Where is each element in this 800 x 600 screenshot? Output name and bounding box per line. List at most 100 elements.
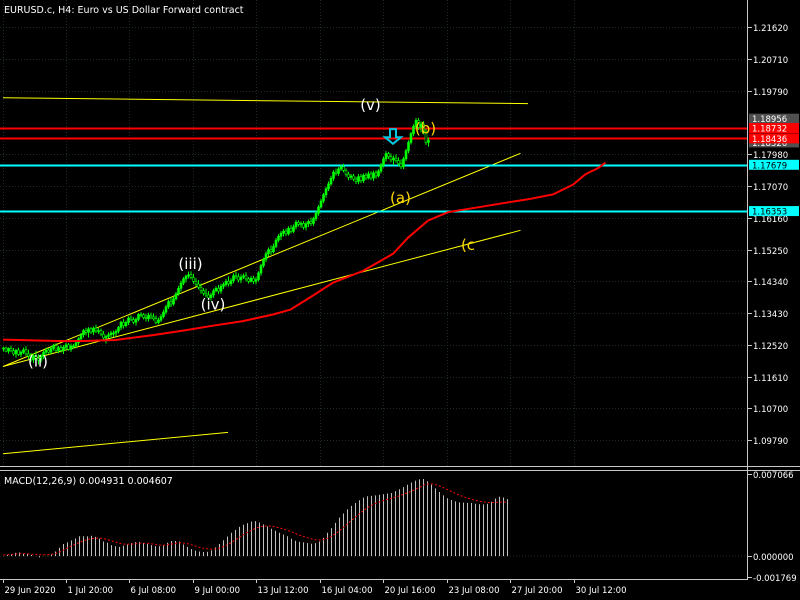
price-tick-label: 1.19790 (753, 88, 788, 98)
candle (147, 312, 150, 322)
bear-candle-body (417, 120, 420, 128)
candle (49, 345, 53, 355)
candle (174, 291, 178, 301)
bull-candle-body (349, 175, 353, 178)
bull-candle-body (184, 275, 188, 280)
bear-candle-body (227, 281, 230, 285)
candle (289, 225, 293, 234)
bull-candle-body (317, 206, 320, 214)
bull-candle-body (137, 314, 140, 320)
candle (267, 247, 270, 257)
candle (342, 163, 345, 173)
candle (34, 350, 38, 362)
bull-candle-body (362, 174, 365, 182)
candle (397, 157, 400, 167)
bear-candle-body (29, 355, 33, 361)
candle (364, 172, 368, 181)
candle (199, 283, 203, 294)
candle (139, 312, 143, 318)
bull-candle-body (39, 356, 43, 361)
price-axis[interactable]: 1.21620 1.20710 1.19790 1.17980 1.17070 1.161… (748, 24, 788, 447)
price-tick-label: 1.16160 (753, 215, 788, 225)
bull-candle-body (372, 172, 375, 179)
bull-candle-body (224, 281, 228, 285)
candle (417, 117, 420, 130)
bear-candle-body (99, 330, 103, 335)
bull-candle-body (384, 153, 388, 160)
bear-candle-body (234, 275, 238, 278)
wave-label: (ii) (28, 353, 48, 371)
bear-candle-body (54, 345, 58, 351)
bull-candle-body (214, 288, 218, 292)
bull-candle-body (74, 342, 78, 347)
bull-candle-body (19, 351, 23, 355)
bear-candle-body (152, 316, 155, 319)
bull-candle-body (2, 347, 5, 350)
candle (29, 352, 33, 362)
bear-candle-body (59, 347, 63, 351)
candle (294, 219, 298, 230)
candle (287, 226, 290, 236)
time-tick-label: 20 Jul 16:00 (385, 586, 436, 596)
candle (272, 243, 275, 254)
candle (334, 168, 338, 176)
candle (264, 251, 268, 263)
bull-candle-body (312, 218, 315, 224)
candle (409, 131, 413, 145)
candle (324, 186, 328, 198)
candle (22, 347, 25, 354)
bull-candle-body (182, 278, 185, 284)
bear-candle-body (122, 321, 125, 326)
candle (384, 151, 388, 162)
candle (319, 198, 323, 209)
bull-candle-body (324, 188, 328, 196)
candle (249, 276, 253, 283)
bull-candle-body (109, 332, 113, 336)
bull-candle-body (162, 311, 165, 317)
trend-line (2, 97, 529, 105)
candle (422, 121, 425, 135)
bear-candle-body (422, 123, 425, 133)
candle (69, 343, 73, 352)
bull-candle-body (339, 166, 343, 170)
macd-signal-line (3, 483, 508, 556)
candle (424, 128, 428, 145)
candle (134, 317, 138, 326)
bull-candle-body (172, 298, 175, 305)
bull-candle-body (322, 194, 325, 202)
candle (227, 276, 230, 287)
bull-candle-body (219, 285, 223, 292)
candle (204, 288, 208, 298)
candle (124, 320, 128, 328)
bull-candle-body (187, 274, 190, 277)
candle (214, 286, 218, 293)
candle (24, 346, 28, 356)
bull-candle-body (402, 158, 405, 168)
bull-candle-body (327, 183, 330, 190)
candle (7, 347, 10, 354)
candle (152, 313, 155, 321)
bull-candle-body (329, 178, 333, 185)
time-axis[interactable]: 29 Jun 2020 1 Jul 20:00 6 Jul 08:00 9 Jul 0… (3, 579, 627, 596)
candle (357, 174, 360, 185)
candle (314, 211, 318, 221)
wave-label: (c (461, 236, 475, 254)
bull-candle-body (64, 344, 68, 348)
macd-axis[interactable]: 0.007066 0.000000 -0.001769 (748, 471, 797, 584)
candle (239, 274, 243, 284)
bear-candle-body (284, 230, 288, 235)
candle (222, 282, 225, 290)
bull-candle-body (282, 230, 285, 234)
candle (177, 285, 180, 296)
wave-label: (v) (360, 96, 381, 114)
candle (17, 347, 20, 357)
candle (107, 332, 110, 339)
candle (309, 217, 313, 226)
bear-candle-body (342, 166, 345, 171)
bull-candle-body (409, 133, 413, 143)
bull-candle-body (107, 334, 110, 337)
bull-candle-body (267, 249, 270, 255)
candle (247, 277, 250, 284)
candle (389, 153, 393, 163)
